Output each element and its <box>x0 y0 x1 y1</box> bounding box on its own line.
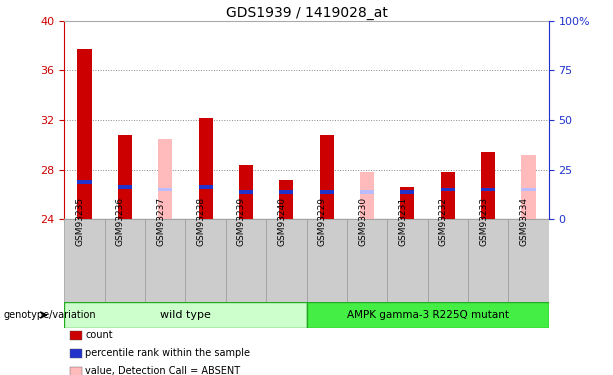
Text: GSM93240: GSM93240 <box>277 197 286 246</box>
Text: GSM93238: GSM93238 <box>197 197 205 246</box>
Bar <box>387 219 428 302</box>
Bar <box>118 135 132 219</box>
Bar <box>400 187 414 219</box>
Text: GSM93235: GSM93235 <box>75 197 85 246</box>
Title: GDS1939 / 1419028_at: GDS1939 / 1419028_at <box>226 6 387 20</box>
Bar <box>145 219 185 302</box>
Text: AMPK gamma-3 R225Q mutant: AMPK gamma-3 R225Q mutant <box>346 310 509 320</box>
Bar <box>522 188 536 191</box>
Bar <box>306 219 347 302</box>
Text: wild type: wild type <box>160 310 211 320</box>
Text: GSM93229: GSM93229 <box>318 197 327 246</box>
Bar <box>522 155 536 219</box>
Bar <box>427 219 468 302</box>
Bar <box>319 135 333 219</box>
Bar <box>468 219 508 302</box>
Bar <box>441 188 455 191</box>
Text: GSM93236: GSM93236 <box>116 197 125 246</box>
Bar <box>400 190 414 194</box>
Bar <box>360 172 374 219</box>
Text: GSM93231: GSM93231 <box>398 197 408 246</box>
Bar <box>199 185 213 189</box>
Bar <box>481 152 495 219</box>
Bar <box>64 219 105 302</box>
Text: GSM93237: GSM93237 <box>156 197 166 246</box>
Text: GSM93230: GSM93230 <box>358 197 367 246</box>
Bar <box>508 219 549 302</box>
Bar <box>306 302 549 328</box>
Bar <box>347 219 387 302</box>
Bar <box>105 219 145 302</box>
Bar <box>158 188 172 191</box>
Bar <box>77 49 91 219</box>
Text: GSM93233: GSM93233 <box>479 197 488 246</box>
Bar <box>280 180 294 219</box>
Bar <box>319 190 333 194</box>
Bar <box>185 219 226 302</box>
Bar <box>239 165 253 219</box>
Text: genotype/variation: genotype/variation <box>3 310 96 320</box>
Text: percentile rank within the sample: percentile rank within the sample <box>85 348 250 358</box>
Bar <box>441 172 455 219</box>
Text: count: count <box>85 330 113 340</box>
Bar <box>266 219 306 302</box>
Text: GSM93239: GSM93239 <box>237 197 246 246</box>
Bar <box>199 117 213 219</box>
Text: value, Detection Call = ABSENT: value, Detection Call = ABSENT <box>85 366 240 375</box>
Bar <box>158 139 172 219</box>
Text: GSM93232: GSM93232 <box>439 197 447 246</box>
Bar <box>481 188 495 191</box>
Bar <box>280 190 294 194</box>
Bar <box>64 302 306 328</box>
Bar <box>118 185 132 189</box>
Text: GSM93234: GSM93234 <box>519 197 528 246</box>
Bar <box>360 190 374 194</box>
Bar <box>77 180 91 184</box>
Bar <box>226 219 266 302</box>
Bar <box>239 190 253 194</box>
